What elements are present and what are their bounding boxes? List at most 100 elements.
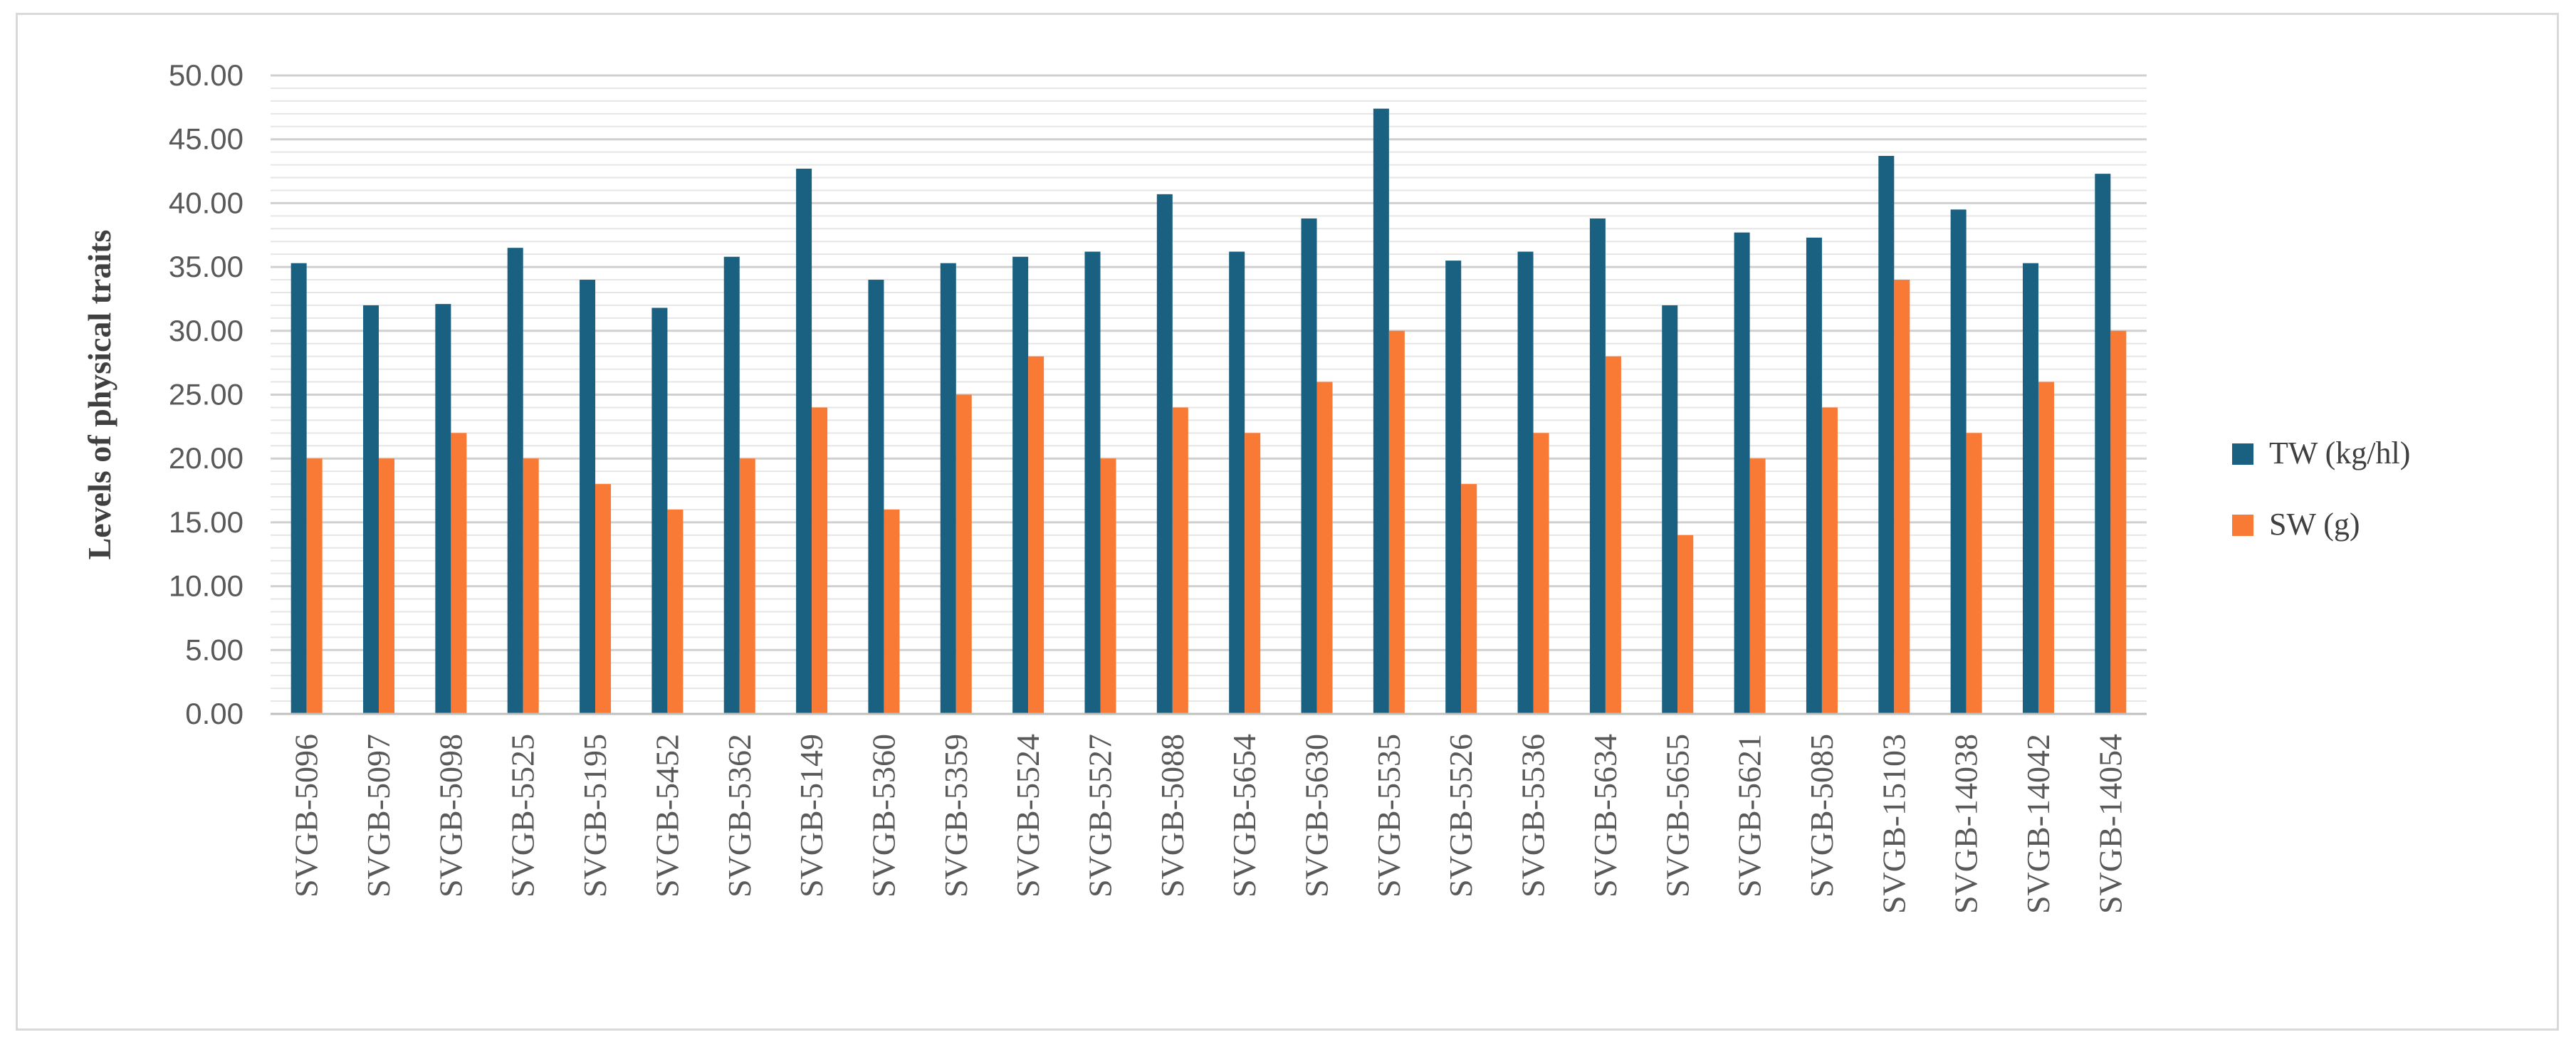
bar-sw-svgb-5621 xyxy=(1749,458,1766,714)
bar-sw-svgb-14042 xyxy=(2038,382,2054,714)
bar-tw-svgb-5535 xyxy=(1373,108,1389,715)
bar-tw-svgb-5525 xyxy=(507,248,523,714)
x-category-label: SVGB-5452 xyxy=(649,734,685,898)
y-tick-label: 20.00 xyxy=(169,441,244,475)
bar-sw-svgb-15103 xyxy=(1894,280,1910,714)
y-tick-label: 5.00 xyxy=(185,633,244,666)
x-category-label: SVGB-5525 xyxy=(505,734,541,898)
y-tick-label: 15.00 xyxy=(169,505,244,539)
legend-swatch xyxy=(2232,443,2253,465)
bar-sw-svgb-5634 xyxy=(1605,356,1621,714)
bar-tw-svgb-15103 xyxy=(1878,156,1895,715)
y-tick-label: 40.00 xyxy=(169,186,244,219)
bar-tw-svgb-14042 xyxy=(2022,263,2038,714)
legend-label: SW (g) xyxy=(2269,507,2360,542)
bar-sw-svgb-14054 xyxy=(2110,330,2127,714)
y-tick-label: 45.00 xyxy=(169,122,244,156)
y-axis-ticks: 0.00 5.00 10.00 15.00 20.00 25.00 30.00 35.00 40… xyxy=(169,58,244,730)
x-category-label: SVGB-5524 xyxy=(1010,734,1046,898)
gridlines xyxy=(271,74,2147,703)
bar-sw-svgb-5655 xyxy=(1677,535,1694,714)
bar-sw-svgb-5097 xyxy=(379,458,395,714)
legend-label: TW (kg/hl) xyxy=(2269,436,2410,470)
legend-swatch xyxy=(2232,515,2253,536)
x-category-label: SVGB-5149 xyxy=(793,734,829,898)
x-axis-labels: SVGB-5096 SVGB-5097 SVGB-5098 SVGB-5525 SVGB… xyxy=(288,734,2129,914)
x-category-label: SVGB-14054 xyxy=(2092,734,2128,914)
y-axis-title: Levels of physical traits xyxy=(81,230,117,560)
x-category-label: SVGB-5634 xyxy=(1587,734,1623,898)
y-tick-label: 25.00 xyxy=(169,378,244,411)
bar-sw-svgb-5630 xyxy=(1316,382,1333,714)
bar-sw-svgb-5360 xyxy=(884,509,900,714)
bar-sw-svgb-5149 xyxy=(812,407,828,714)
bar-tw-svgb-5359 xyxy=(940,263,956,714)
bar-sw-svgb-5088 xyxy=(1172,407,1188,714)
x-category-label: SVGB-5526 xyxy=(1443,734,1479,898)
bar-sw-svgb-5085 xyxy=(1821,407,1838,714)
bar-sw-svgb-5098 xyxy=(451,433,467,714)
x-category-label: SVGB-5096 xyxy=(288,734,325,898)
bar-sw-svgb-14038 xyxy=(1966,433,1982,714)
x-category-label: SVGB-5630 xyxy=(1299,734,1335,898)
bar-sw-svgb-5452 xyxy=(667,509,684,714)
bar-sw-svgb-5195 xyxy=(595,484,612,714)
bar-tw-svgb-5654 xyxy=(1229,251,1245,714)
x-category-label: SVGB-5527 xyxy=(1082,734,1118,898)
bar-sw-svgb-5526 xyxy=(1461,484,1477,714)
bar-sw-svgb-5096 xyxy=(306,458,323,714)
y-tick-label: 10.00 xyxy=(169,569,244,603)
x-category-label: SVGB-5360 xyxy=(865,734,901,898)
bar-tw-svgb-5195 xyxy=(580,280,596,714)
bar-tw-svgb-5362 xyxy=(723,256,740,714)
bar-sw-svgb-5359 xyxy=(955,394,972,714)
x-category-label: SVGB-5088 xyxy=(1154,734,1190,898)
bar-tw-svgb-14038 xyxy=(1950,209,1967,714)
bar-chart: 0.00 5.00 10.00 15.00 20.00 25.00 30.00 35.00 40… xyxy=(81,58,2410,914)
bar-tw-svgb-5526 xyxy=(1445,261,1462,714)
x-category-label: SVGB-14042 xyxy=(2020,734,2056,914)
bar-sw-svgb-5654 xyxy=(1245,433,1261,714)
bar-tw-svgb-5098 xyxy=(435,304,451,715)
bars xyxy=(290,108,2127,715)
chart-frame: 0.00 5.00 10.00 15.00 20.00 25.00 30.00 35.00 40… xyxy=(16,13,2559,1031)
x-category-label: SVGB-5085 xyxy=(1803,734,1840,898)
bar-sw-svgb-5535 xyxy=(1388,330,1405,714)
bar-tw-svgb-5634 xyxy=(1589,218,1606,715)
x-category-label: SVGB-14038 xyxy=(1948,734,1984,914)
bar-sw-svgb-5527 xyxy=(1100,458,1116,714)
y-tick-label: 35.00 xyxy=(169,250,244,283)
bar-tw-svgb-5527 xyxy=(1084,251,1101,714)
bar-tw-svgb-5085 xyxy=(1806,237,1822,714)
bar-tw-svgb-5655 xyxy=(1662,305,1678,714)
x-category-label: SVGB-5536 xyxy=(1515,734,1551,898)
y-tick-label: 30.00 xyxy=(169,314,244,347)
legend: TW (kg/hl) SW (g) xyxy=(2232,436,2410,542)
bar-tw-svgb-5452 xyxy=(651,307,668,714)
x-category-label: SVGB-5654 xyxy=(1226,734,1262,898)
bar-tw-svgb-5097 xyxy=(363,305,379,714)
x-category-label: SVGB-5098 xyxy=(432,734,468,898)
bar-tw-svgb-5524 xyxy=(1012,256,1029,714)
x-category-label: SVGB-5195 xyxy=(577,734,613,898)
bar-tw-svgb-5630 xyxy=(1301,218,1317,715)
x-category-label: SVGB-15103 xyxy=(1875,734,1912,914)
bar-tw-svgb-5096 xyxy=(290,263,307,714)
bar-tw-svgb-5088 xyxy=(1156,194,1173,714)
x-category-label: SVGB-5359 xyxy=(938,734,974,898)
bar-sw-svgb-5362 xyxy=(739,458,755,714)
bar-tw-svgb-5536 xyxy=(1517,251,1534,714)
x-category-label: SVGB-5097 xyxy=(360,734,397,898)
x-category-label: SVGB-5362 xyxy=(721,734,758,898)
bar-tw-svgb-5149 xyxy=(796,168,812,714)
bar-tw-svgb-5360 xyxy=(868,280,884,714)
bar-sw-svgb-5536 xyxy=(1533,433,1549,714)
bar-sw-svgb-5524 xyxy=(1028,356,1044,714)
bar-tw-svgb-5621 xyxy=(1734,232,1750,714)
x-category-label: SVGB-5655 xyxy=(1659,734,1695,898)
y-tick-label: 0.00 xyxy=(185,697,244,730)
bar-tw-svgb-14054 xyxy=(2095,174,2111,714)
bar-sw-svgb-5525 xyxy=(523,458,539,714)
x-category-label: SVGB-5621 xyxy=(1732,734,1768,898)
y-tick-label: 50.00 xyxy=(169,58,244,92)
